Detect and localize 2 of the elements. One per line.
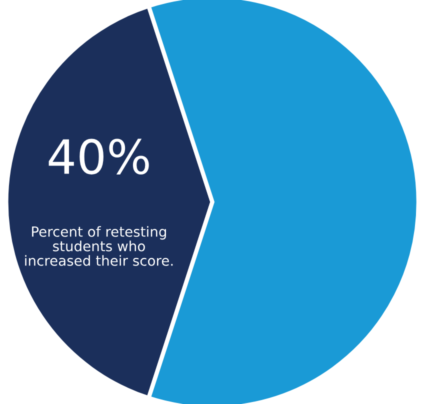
text: Percent of retesting students who increased their score. (25, 226, 173, 266)
data-label: 40% (48, 138, 149, 174)
